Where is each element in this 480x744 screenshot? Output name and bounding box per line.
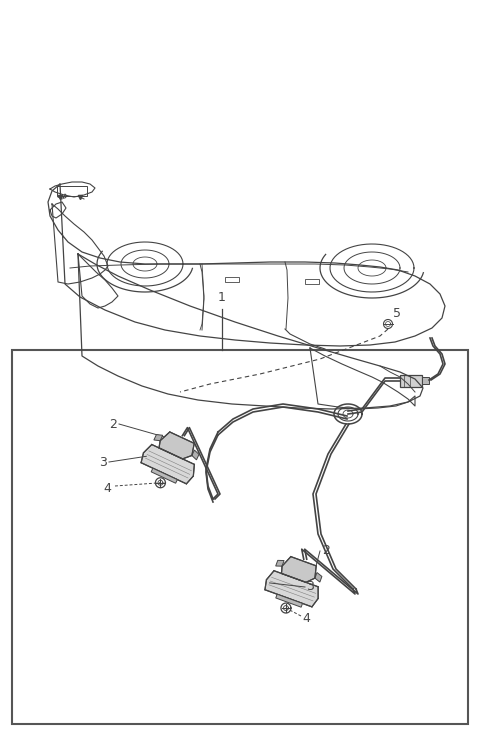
Polygon shape bbox=[141, 444, 194, 484]
Polygon shape bbox=[281, 557, 316, 583]
Text: 3: 3 bbox=[99, 455, 107, 469]
Polygon shape bbox=[315, 573, 322, 582]
Polygon shape bbox=[276, 560, 284, 566]
Text: 4: 4 bbox=[103, 483, 111, 496]
Polygon shape bbox=[265, 571, 318, 607]
Polygon shape bbox=[151, 468, 177, 484]
Polygon shape bbox=[276, 594, 302, 607]
Bar bbox=[400, 375, 422, 387]
Text: 1: 1 bbox=[218, 291, 226, 304]
Polygon shape bbox=[192, 450, 199, 460]
Bar bbox=[225, 277, 239, 282]
Bar bbox=[422, 377, 429, 384]
Bar bbox=[305, 279, 319, 284]
Bar bbox=[12, 350, 468, 724]
Text: 2: 2 bbox=[109, 417, 117, 431]
Polygon shape bbox=[159, 432, 194, 459]
Text: 3: 3 bbox=[306, 580, 314, 594]
Text: 4: 4 bbox=[302, 612, 310, 626]
Bar bbox=[57, 186, 87, 196]
Polygon shape bbox=[154, 434, 163, 440]
Text: 2: 2 bbox=[322, 545, 330, 557]
Text: 5: 5 bbox=[393, 307, 401, 320]
